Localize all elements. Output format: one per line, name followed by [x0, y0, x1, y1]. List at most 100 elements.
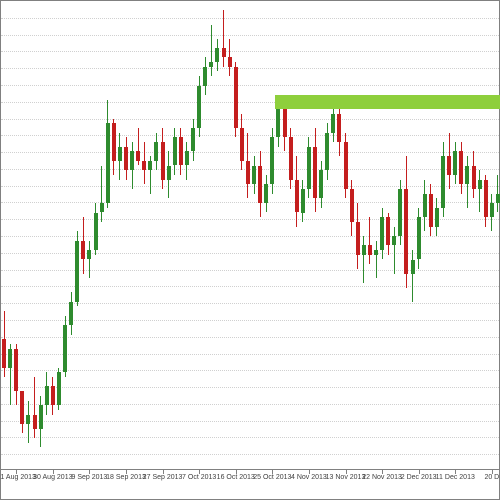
- x-tick-label: 27 Sep 2013: [143, 474, 183, 482]
- candle-bear: [283, 109, 287, 137]
- candle-bull: [148, 161, 152, 170]
- candle-bull: [453, 151, 457, 175]
- candle-wick: [223, 10, 224, 66]
- candle-bull: [319, 170, 323, 198]
- gridline: [1, 370, 499, 371]
- gridline: [1, 303, 499, 304]
- candle-bull: [417, 217, 421, 259]
- candle-bear: [51, 386, 55, 405]
- candle-bull: [26, 415, 30, 424]
- candle-bear: [484, 180, 488, 218]
- candle-bear: [14, 349, 18, 391]
- candle-wick: [369, 217, 370, 264]
- candle-bear: [179, 137, 183, 165]
- candle-bear: [258, 166, 262, 204]
- candle-bull: [374, 250, 378, 255]
- candle-bear: [124, 147, 128, 171]
- x-tick-label: 16 Oct 2013: [217, 474, 255, 482]
- candle-bull: [496, 194, 500, 203]
- gridline: [1, 320, 499, 321]
- candle-bull: [301, 189, 305, 213]
- gridline: [1, 421, 499, 422]
- candle-bear: [344, 142, 348, 189]
- candle-bull: [197, 86, 201, 128]
- candle-bull: [380, 217, 384, 250]
- candle-bear: [289, 137, 293, 179]
- candle-bull: [185, 151, 189, 165]
- x-tick-label: 30 Aug 2013: [33, 474, 72, 482]
- candle-bull: [411, 260, 415, 274]
- gridline: [1, 454, 499, 455]
- x-tick-label: 7 Oct 2013: [182, 474, 216, 482]
- candle-bull: [209, 62, 213, 67]
- candle-bear: [337, 114, 341, 142]
- candle-bull: [490, 203, 494, 217]
- candle-bear: [136, 151, 140, 160]
- candle-bull: [87, 250, 91, 259]
- candle-bear: [356, 222, 360, 255]
- candle-bear: [368, 245, 372, 254]
- candle-bull: [264, 184, 268, 203]
- gridline: [1, 35, 499, 36]
- candle-bull: [398, 189, 402, 236]
- candle-bull: [69, 302, 73, 326]
- candle-bull: [331, 114, 335, 133]
- candle-wick: [101, 166, 102, 222]
- candle-bear: [20, 391, 24, 424]
- candle-bear: [142, 161, 146, 170]
- x-tick-label: 21 Aug 2013: [0, 474, 36, 482]
- candle-bull: [252, 166, 256, 185]
- candle-bull: [276, 109, 280, 137]
- candle-bull: [307, 147, 311, 189]
- candle-bear: [386, 217, 390, 245]
- candle-bear: [161, 142, 165, 180]
- x-tick-label: 18 Sep 2013: [106, 474, 146, 482]
- candle-wick: [34, 377, 35, 438]
- candle-bull: [173, 137, 177, 165]
- candle-bull: [203, 67, 207, 86]
- candle-bear: [246, 161, 250, 185]
- candle-bull: [325, 133, 329, 171]
- candle-bull: [8, 349, 12, 368]
- candle-wick: [479, 170, 480, 212]
- x-tick-label: 20 D: [484, 474, 499, 482]
- gridline: [1, 68, 499, 69]
- candle-bull: [167, 166, 171, 180]
- candle-wick: [394, 227, 395, 274]
- candle-bear: [228, 57, 232, 66]
- candle-bull: [45, 386, 49, 405]
- gridline: [1, 404, 499, 405]
- candle-bull: [63, 325, 67, 372]
- gridline: [1, 169, 499, 170]
- candle-bull: [106, 123, 110, 203]
- candle-bull: [39, 405, 43, 429]
- gridline: [1, 119, 499, 120]
- candle-wick: [412, 250, 413, 302]
- candle-bear: [2, 339, 6, 367]
- candle-bear: [350, 189, 354, 222]
- candle-bull: [57, 372, 61, 405]
- resistance-zone: [275, 95, 500, 109]
- gridline: [1, 85, 499, 86]
- candle-bear: [112, 123, 116, 161]
- candle-bull: [130, 151, 134, 170]
- candle-bull: [118, 147, 122, 161]
- candle-bear: [404, 189, 408, 274]
- candle-bull: [435, 208, 439, 227]
- candle-bear: [234, 67, 238, 128]
- gridline: [1, 337, 499, 338]
- gridline: [1, 236, 499, 237]
- x-tick-label: 9 Sep 2013: [72, 474, 108, 482]
- candle-bull: [270, 137, 274, 184]
- candle-wick: [376, 241, 377, 279]
- x-tick-label: 22 Nov 2013: [362, 474, 402, 482]
- candle-bear: [459, 151, 463, 184]
- candle-bull: [423, 194, 427, 218]
- candle-bull: [465, 166, 469, 185]
- candle-wick: [363, 236, 364, 283]
- candle-bull: [441, 156, 445, 208]
- candle-bear: [222, 48, 226, 57]
- candle-bear: [313, 147, 317, 199]
- candle-bear: [472, 166, 476, 190]
- x-tick-label: 4 Nov 2013: [291, 474, 327, 482]
